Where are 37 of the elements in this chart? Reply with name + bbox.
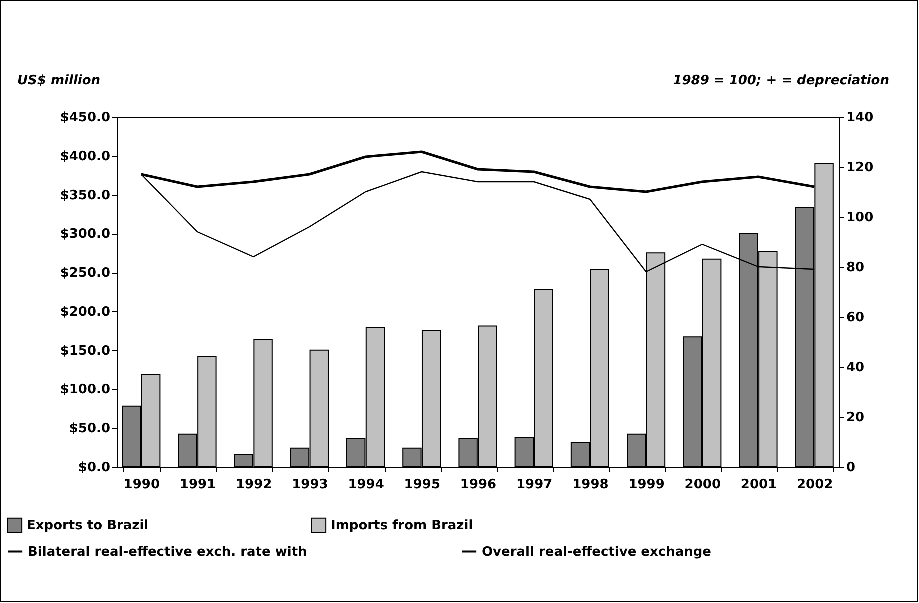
x-tick-label: 1995 <box>404 478 440 492</box>
y2-tick-label: 0 <box>846 460 856 476</box>
x-tick-label: 2002 <box>797 478 834 492</box>
x-tick-label: 1991 <box>180 478 216 492</box>
x-tick-label: 1994 <box>348 478 384 492</box>
y2-tick-label: 40 <box>846 360 865 376</box>
y2-axis-title: 1989 = 100; + = depreciation <box>673 74 890 88</box>
x-tick-label: 1992 <box>236 478 272 492</box>
legend-label: Exports to Brazil <box>27 518 149 534</box>
x-tick-label: 1993 <box>292 478 328 492</box>
y-tick-label: $250.0 <box>60 266 110 282</box>
y-tick-label: $450.0 <box>60 110 110 126</box>
y-axis-title: US$ million <box>18 74 101 88</box>
y2-tick-label: 120 <box>846 160 874 176</box>
x-tick-label: 1996 <box>460 478 497 492</box>
legend-label: Overall real-effective exchange <box>482 544 712 560</box>
y-tick-label: $150.0 <box>60 344 110 359</box>
y-tick-label: $100.0 <box>60 382 110 398</box>
y-tick-label: $400.0 <box>60 149 110 164</box>
y-tick-label: $300.0 <box>60 227 110 242</box>
y-tick-label: $200.0 <box>60 304 110 320</box>
y2-tick-label: 80 <box>846 260 865 276</box>
y2-tick-label: 60 <box>846 310 865 326</box>
legend-label: Imports from Brazil <box>331 518 474 534</box>
legend-label: Bilateral real-effective exch. rate with <box>28 544 308 560</box>
x-tick-label: 2000 <box>684 478 721 492</box>
x-tick-label: 1990 <box>124 478 160 492</box>
y-tick-label: $50.0 <box>69 422 110 437</box>
x-tick-label: 2001 <box>740 478 778 492</box>
x-tick-label: 1999 <box>628 478 665 492</box>
y-tick-label: $350.0 <box>60 188 110 204</box>
y2-tick-label: 140 <box>846 110 874 126</box>
y2-tick-label: 20 <box>846 410 865 426</box>
x-tick-label: 1997 <box>516 478 553 492</box>
y-tick-label: $0.0 <box>78 460 110 476</box>
y2-tick-label: 100 <box>846 210 874 226</box>
x-tick-label: 1998 <box>572 478 609 492</box>
